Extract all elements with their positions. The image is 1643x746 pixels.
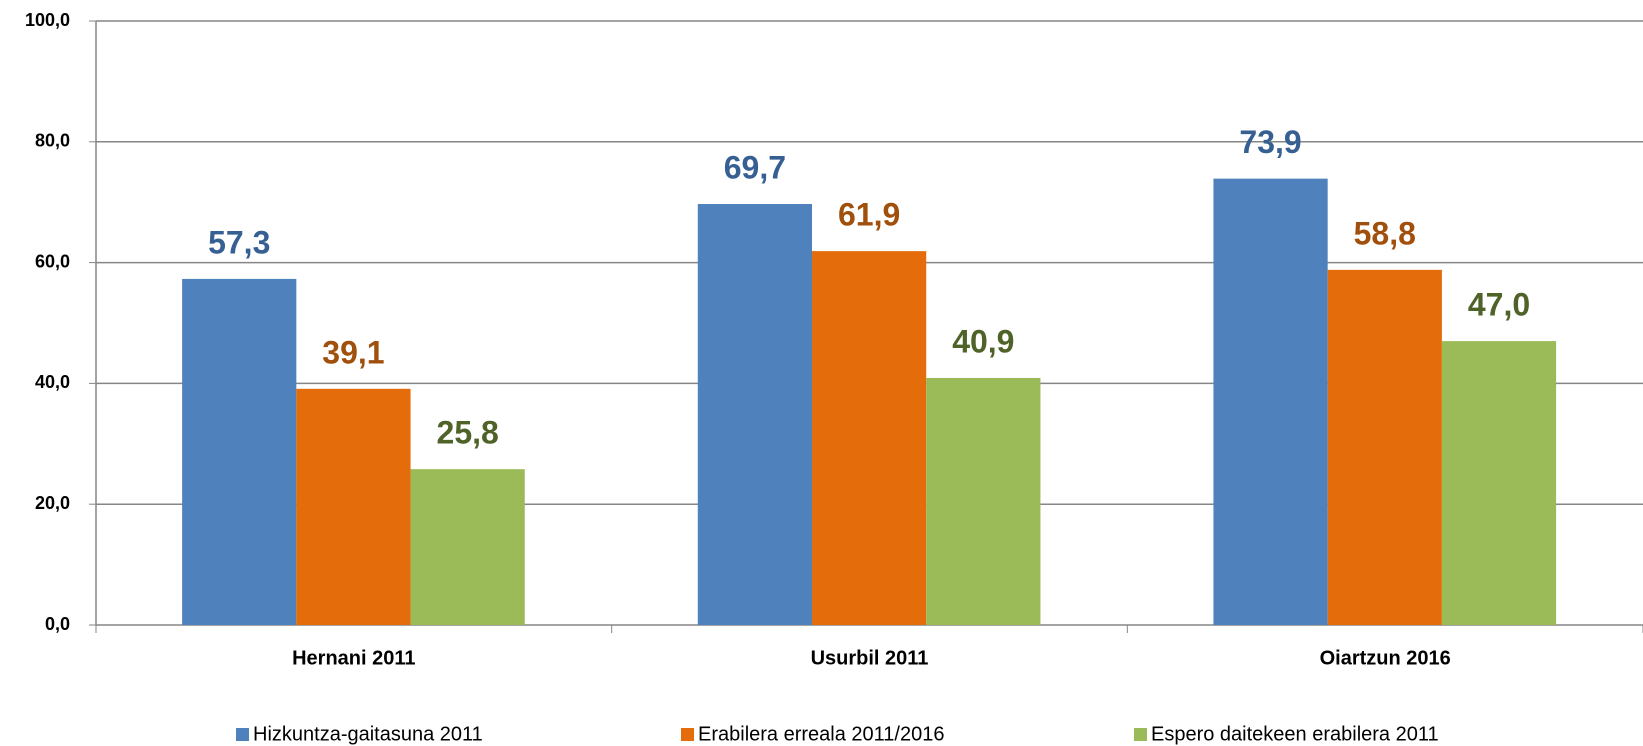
y-tick-label: 80,0 (35, 131, 70, 151)
y-tick-label: 20,0 (35, 493, 70, 513)
legend-swatch (1134, 728, 1147, 741)
x-tick-label: Oiartzun 2016 (1320, 647, 1451, 669)
value-label: 69,7 (724, 149, 786, 185)
y-tick-label: 60,0 (35, 251, 70, 271)
legend-swatch (681, 728, 694, 741)
bar (410, 469, 525, 625)
legend-swatch (236, 728, 249, 741)
bar (296, 388, 411, 625)
value-label: 39,1 (322, 334, 384, 370)
value-label: 58,8 (1354, 215, 1416, 251)
bar (1441, 341, 1557, 625)
value-label: 25,8 (437, 415, 499, 451)
y-tick-label: 40,0 (35, 372, 70, 392)
value-label: 61,9 (838, 197, 900, 233)
bar (697, 204, 813, 625)
value-label: 73,9 (1239, 124, 1301, 160)
bar (1213, 178, 1328, 626)
value-label: 40,9 (952, 323, 1014, 359)
y-tick-label: 100,0 (25, 10, 70, 30)
value-label: 47,0 (1468, 287, 1530, 323)
x-tick-label: Hernani 2011 (292, 647, 415, 669)
legend-label: Erabilera erreala 2011/2016 (698, 723, 944, 745)
bar (812, 251, 927, 625)
legend-label: Hizkuntza-gaitasuna 2011 (253, 723, 483, 745)
x-tick-label: Usurbil 2011 (811, 647, 929, 669)
bar (182, 278, 297, 625)
bar (926, 377, 1041, 625)
bar (1327, 269, 1442, 625)
legend-label: Espero daitekeen erabilera 2011 (1151, 723, 1439, 745)
value-label: 57,3 (208, 224, 270, 260)
y-tick-label: 0,0 (45, 614, 70, 634)
